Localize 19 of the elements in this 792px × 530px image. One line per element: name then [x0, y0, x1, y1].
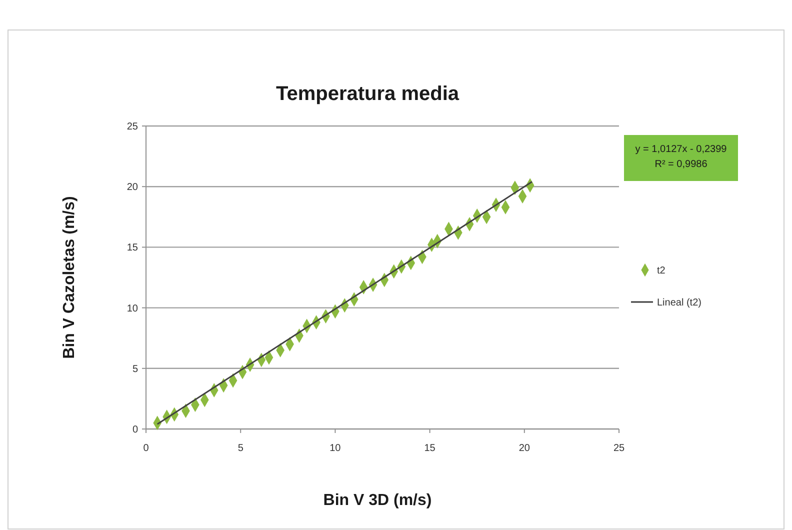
- x-tick-label: 5: [238, 443, 244, 454]
- legend-label: t2: [657, 266, 666, 276]
- x-axis-title: Bin V 3D (m/s): [323, 492, 432, 509]
- y-tick-label: 10: [126, 303, 138, 314]
- x-tick-label: 20: [518, 443, 530, 454]
- y-tick-label: 20: [126, 182, 138, 194]
- text: y = 1,0127x - 0,2399: [635, 144, 728, 155]
- x-tick-label: 0: [143, 443, 150, 454]
- y-tick-label: 15: [126, 242, 138, 254]
- legend-label: Lineal (t2): [657, 298, 702, 308]
- y-axis-title: Bin V Cazoletas (m/s): [61, 196, 78, 359]
- y-tick-label: 25: [126, 122, 138, 132]
- x-tick-label: 15: [424, 443, 436, 454]
- text: R² = 0,9986: [654, 159, 708, 170]
- y-tick-label: 0: [132, 424, 138, 436]
- y-tick-label: 5: [132, 364, 138, 375]
- chart-title: Temperatura media: [276, 83, 460, 105]
- x-tick-label: 10: [330, 443, 342, 454]
- x-tick-label: 25: [613, 443, 625, 454]
